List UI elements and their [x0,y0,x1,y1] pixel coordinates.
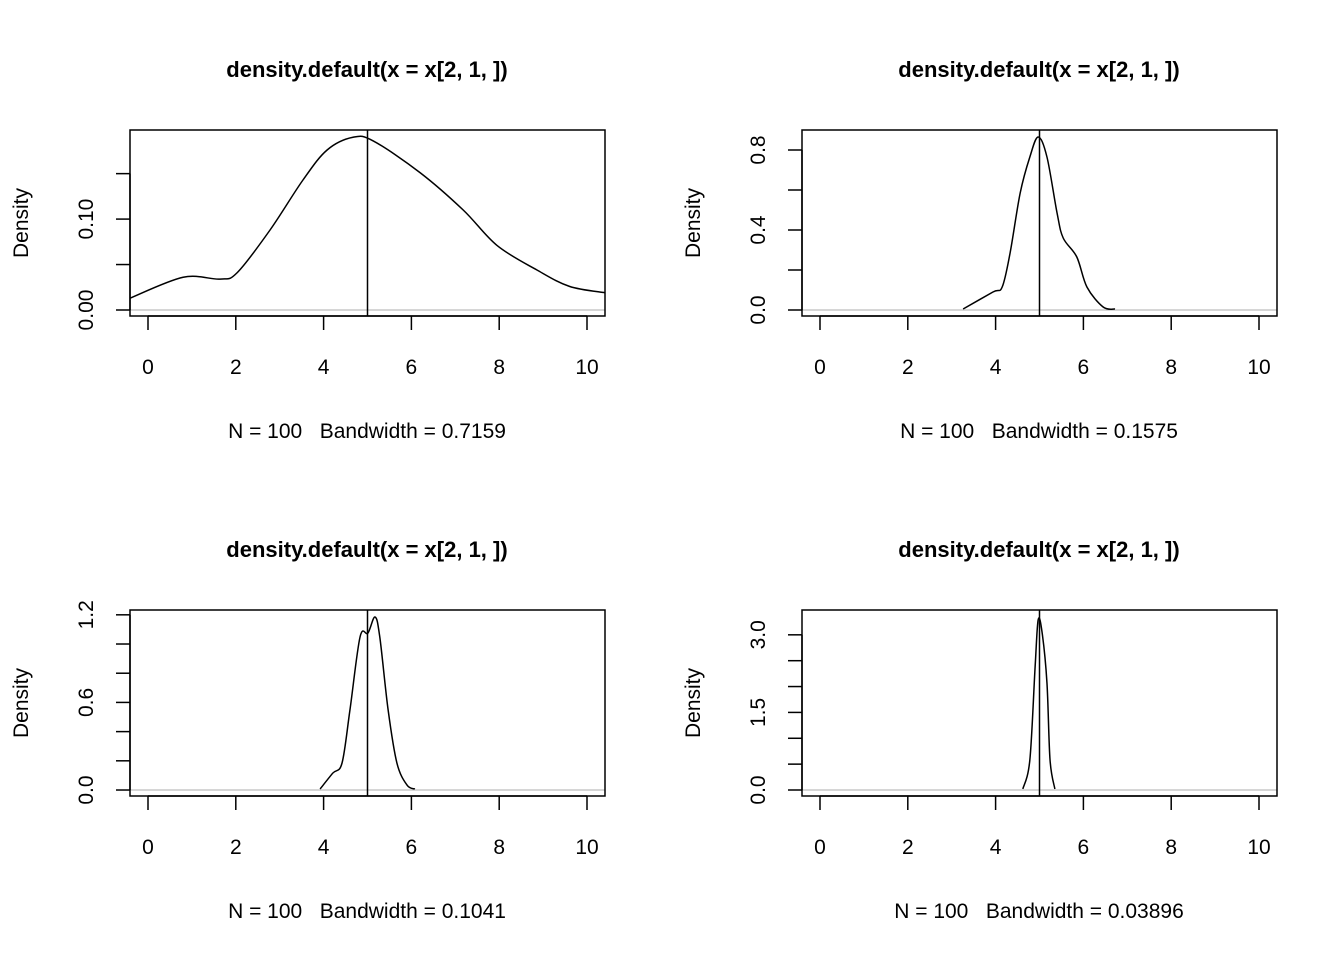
chart-title: density.default(x = x[2, 1, ]) [898,537,1179,562]
density-curve [319,616,416,790]
y-tick-label: 0.0 [747,295,770,324]
y-tick-label: 1.2 [75,600,98,629]
x-tick-label: 10 [575,836,598,859]
x-tick-label: 2 [230,356,242,379]
y-tick-label: 3.0 [747,620,770,649]
y-tick-label: 0.0 [747,775,770,804]
x-tick-label: 4 [318,836,330,859]
density-curve [129,135,606,299]
chart-title: density.default(x = x[2, 1, ]) [226,57,507,82]
x-tick-label: 8 [493,356,505,379]
x-tick-label: 2 [902,836,914,859]
x-tick-label: 6 [406,836,418,859]
x-tick-label: 4 [318,356,330,379]
y-tick-label: 1.5 [747,698,770,727]
x-tick-label: 4 [990,356,1002,379]
x-axis-label: N = 100 Bandwidth = 0.7159 [228,420,506,443]
y-axis-label: Density [10,187,33,258]
y-axis-label: Density [682,187,705,258]
y-tick-label: 0.8 [747,135,770,164]
x-tick-label: 8 [493,836,505,859]
density-panel-3: density.default(x = x[2, 1, ]) 0 2 4 6 8 10 0.0… [10,537,606,923]
density-panel-2: density.default(x = x[2, 1, ]) 0 2 4 6 8 10 0.0… [682,57,1278,443]
x-tick-label: 0 [814,356,826,379]
x-tick-label: 0 [814,836,826,859]
x-axis-label: N = 100 Bandwidth = 0.1041 [228,900,506,923]
x-tick-label: 6 [1078,836,1090,859]
x-axis-label: N = 100 Bandwidth = 0.1575 [900,420,1178,443]
chart-title: density.default(x = x[2, 1, ]) [898,57,1179,82]
x-tick-label: 10 [1247,356,1270,379]
y-tick-label: 0.10 [75,199,98,240]
x-axis-label: N = 100 Bandwidth = 0.03896 [894,900,1184,923]
density-panel-1: density.default(x = x[2, 1, ]) 0 2 4 6 8 10 0.0… [10,57,606,443]
x-tick-label: 8 [1165,836,1177,859]
x-tick-label: 0 [142,836,154,859]
y-tick-label: 0.6 [75,688,98,717]
x-tick-label: 10 [1247,836,1270,859]
x-tick-label: 2 [902,356,914,379]
x-tick-label: 2 [230,836,242,859]
chart-title: density.default(x = x[2, 1, ]) [226,537,507,562]
y-axis-label: Density [10,667,33,738]
x-tick-label: 4 [990,836,1002,859]
density-curve [962,136,1116,310]
y-tick-label: 0.0 [75,775,98,804]
x-tick-label: 10 [575,356,598,379]
x-tick-label: 6 [1078,356,1090,379]
density-panel-4: density.default(x = x[2, 1, ]) 0 2 4 6 8 10 0.0… [682,537,1278,923]
x-tick-label: 8 [1165,356,1177,379]
y-tick-label: 0.00 [75,290,98,331]
y-axis-label: Density [682,667,705,738]
y-tick-label: 0.4 [747,215,770,245]
x-tick-label: 6 [406,356,418,379]
x-tick-label: 0 [142,356,154,379]
